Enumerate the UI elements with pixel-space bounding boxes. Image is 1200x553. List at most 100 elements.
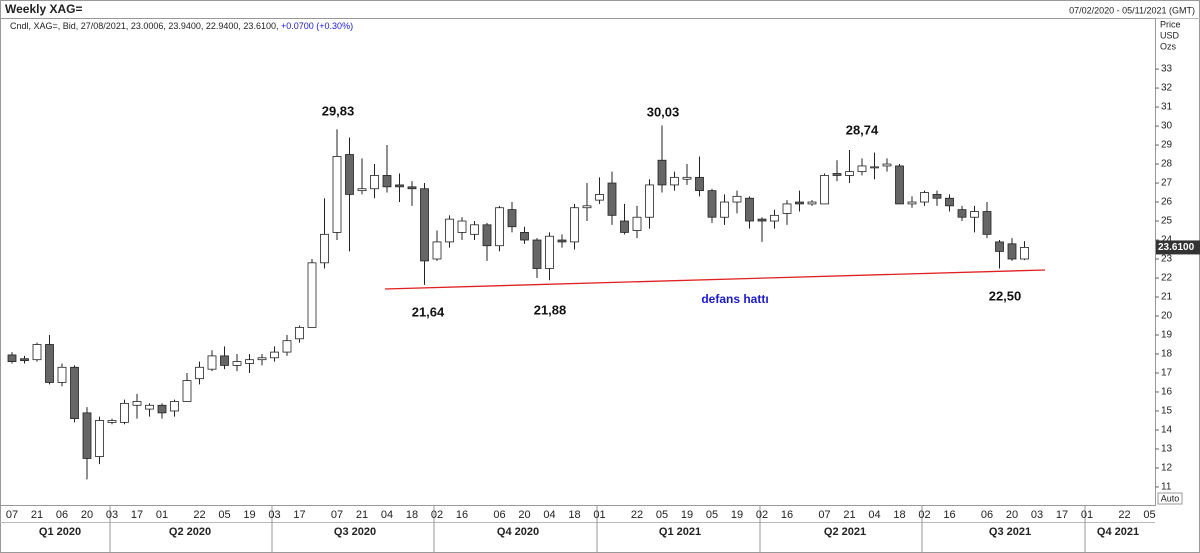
x-tick-label: 02	[756, 509, 768, 521]
candle-body	[757, 218, 767, 222]
x-tick-label: 22	[1118, 509, 1130, 521]
y-tick-label: 32	[1161, 83, 1173, 94]
quarter-label: Q4 2020	[497, 526, 539, 538]
y-tick-label: 33	[1161, 64, 1173, 75]
x-tick-label: 20	[81, 509, 93, 521]
quarter-label: Q1 2020	[39, 526, 81, 538]
candle-body	[620, 220, 629, 233]
candle-body	[357, 188, 367, 192]
auto-box[interactable]	[1157, 492, 1183, 505]
y-tick-label: 21	[1161, 292, 1173, 303]
x-tick-label: 02	[918, 509, 930, 521]
annotation: 22,50	[989, 288, 1022, 303]
y-tick-label: 22	[1161, 273, 1173, 284]
x-tick-label: 04	[543, 509, 555, 521]
annotation: defans hattı	[701, 292, 768, 306]
candle-body	[457, 220, 467, 233]
candle-body	[545, 235, 554, 269]
candle-body	[932, 194, 942, 199]
x-tick-label: 18	[893, 509, 905, 521]
x-tick-label: 22	[193, 509, 205, 521]
candle-body	[945, 197, 954, 207]
candle-body	[595, 194, 604, 201]
candle-body	[795, 201, 804, 205]
y-tick-label: 14	[1161, 425, 1173, 436]
support-line	[384, 269, 1046, 290]
x-tick-label: 07	[818, 509, 830, 521]
x-tick-label: 21	[843, 509, 855, 521]
candle-body	[482, 224, 492, 247]
last-price-label: 23.6100	[1158, 242, 1195, 253]
y-tick-label: 25	[1161, 216, 1173, 227]
candle-body	[732, 195, 742, 203]
x-tick-label: 21	[356, 509, 368, 521]
candle-body	[720, 201, 729, 218]
candle-body	[832, 173, 842, 176]
candle-body	[495, 207, 504, 247]
x-tick-label: 03	[1031, 509, 1043, 521]
candle-body	[70, 366, 79, 419]
candle-body	[45, 344, 54, 383]
candle-body	[245, 359, 254, 364]
x-tick-label: 22	[631, 509, 643, 521]
candle-body	[420, 188, 429, 262]
y-tick-label: 19	[1161, 330, 1173, 341]
candle-body	[307, 262, 317, 328]
candle-body	[820, 175, 829, 205]
x-tick-label: 04	[868, 509, 880, 521]
x-tick-label: 05	[1143, 509, 1155, 521]
axis-unit: Price	[1160, 19, 1181, 29]
x-tick-label: 05	[706, 509, 718, 521]
candle-body	[857, 165, 867, 173]
candle-body	[807, 201, 817, 205]
candle-body	[995, 241, 1004, 252]
date-range: 07/02/2020 - 05/11/2021 (GMT)	[1069, 5, 1195, 15]
candle-body	[282, 340, 292, 353]
x-tick-label: 01	[156, 509, 168, 521]
annotation: 30,03	[647, 104, 680, 119]
x-tick-label: 06	[56, 509, 68, 521]
candle-body	[220, 355, 229, 366]
chart-title: Weekly XAG=	[5, 2, 82, 16]
candle-body	[395, 184, 404, 188]
candle-body	[7, 354, 17, 362]
y-tick-label: 12	[1161, 463, 1173, 474]
y-tick-label: 27	[1161, 178, 1173, 189]
x-tick-label: 17	[131, 509, 143, 521]
candle-body	[895, 165, 904, 205]
quarter-label: Q3 2020	[334, 526, 376, 538]
auto-label[interactable]: Auto	[1161, 493, 1180, 503]
candle-body	[632, 216, 642, 231]
last-price-box	[1156, 240, 1200, 255]
annotation: 29,83	[322, 103, 355, 118]
candle-body	[407, 186, 417, 190]
candle-body	[232, 361, 242, 366]
y-tick-label: 20	[1161, 311, 1173, 322]
candle-body	[432, 241, 442, 260]
candle-body	[195, 366, 204, 380]
candle-body	[157, 404, 167, 414]
x-tick-label: 19	[681, 509, 693, 521]
x-tick-label: 01	[593, 509, 605, 521]
x-tick-label: 05	[656, 509, 668, 521]
x-tick-label: 21	[31, 509, 43, 521]
y-tick-label: 30	[1161, 121, 1173, 132]
candle-body	[845, 171, 854, 176]
x-tick-label: 20	[518, 509, 530, 521]
x-tick-label: 02	[431, 509, 443, 521]
candle-body	[120, 402, 129, 423]
candle-body	[645, 184, 654, 218]
candle-body	[770, 214, 779, 222]
y-tick-label: 23	[1161, 254, 1173, 265]
x-tick-label: 17	[293, 509, 305, 521]
x-tick-label: 03	[268, 509, 280, 521]
legend: Cndl, XAG=, Bid, 27/08/2021, 23.0006, 23…	[10, 21, 353, 31]
y-tick-label: 17	[1161, 368, 1173, 379]
candle-body	[532, 239, 542, 269]
candle-body	[957, 209, 967, 218]
candle-body	[182, 380, 192, 402]
x-tick-label: 18	[406, 509, 418, 521]
candle-body	[445, 218, 454, 243]
candle-body	[507, 209, 517, 228]
